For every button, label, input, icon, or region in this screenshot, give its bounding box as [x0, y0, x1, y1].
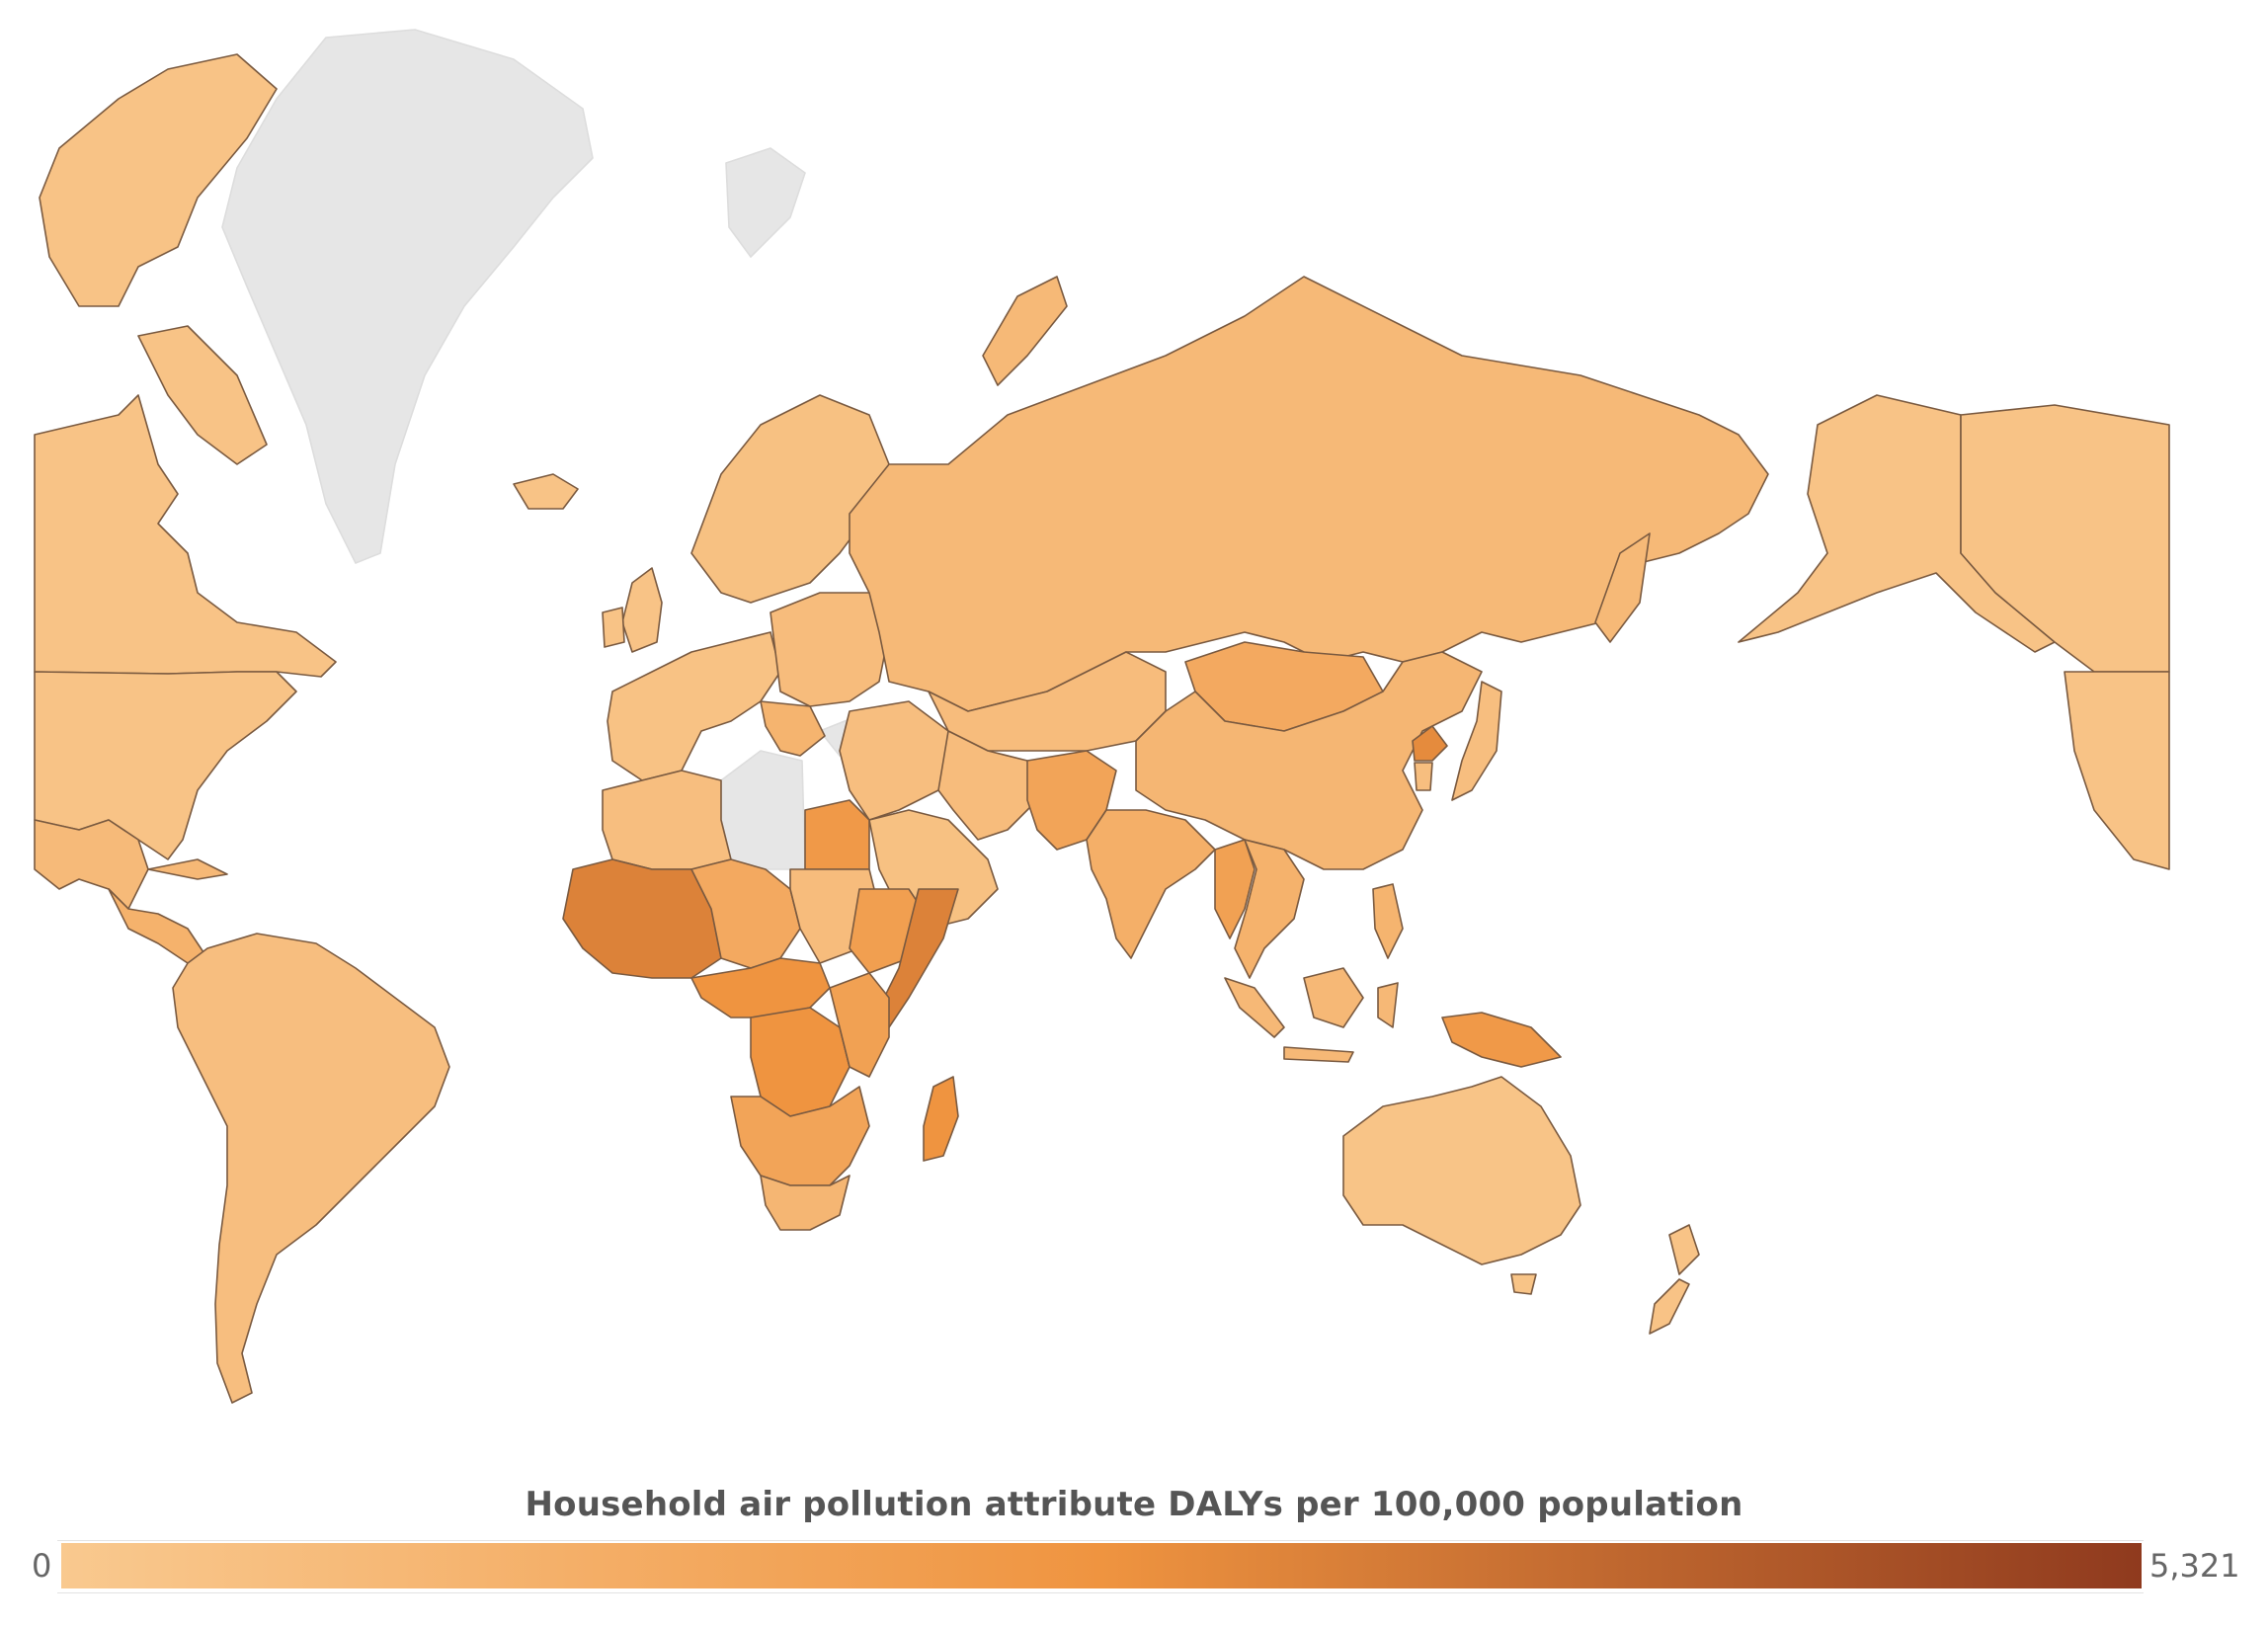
region-papua-new-guinea — [1441, 1012, 1562, 1068]
region-madagascar — [923, 1076, 959, 1162]
legend-min-label: 0 — [32, 1547, 52, 1585]
region-philippines — [1372, 883, 1404, 959]
region-canada — [34, 394, 337, 678]
region-balkans — [760, 700, 826, 757]
region-new-zealand-north — [1668, 1224, 1700, 1275]
legend-max-label: 5,321 — [2149, 1547, 2240, 1585]
region-java — [1283, 1046, 1354, 1063]
region-south-africa — [760, 1175, 850, 1231]
region-canadian-arctic-islands — [39, 53, 278, 307]
region-iran — [937, 730, 1038, 841]
region-eastern-europe — [770, 592, 890, 707]
region-ireland — [602, 607, 625, 648]
region-united-states-wrap — [2064, 671, 2170, 870]
region-canada-east-wrap — [1960, 404, 2170, 673]
legend-title: Household air pollution attribute DALYs … — [525, 1485, 1743, 1524]
region-kamchatka — [1594, 532, 1651, 643]
region-east-africa — [829, 972, 890, 1078]
region-iceland — [513, 473, 579, 510]
region-somalia — [878, 888, 959, 1028]
region-north-korea — [1412, 725, 1448, 762]
region-south-america — [172, 933, 450, 1404]
region-southeast-asia — [1234, 839, 1305, 979]
region-central-asia — [928, 651, 1167, 752]
region-southern-africa — [730, 1086, 870, 1186]
region-morocco-algeria — [602, 770, 732, 870]
region-united-kingdom — [621, 567, 663, 653]
region-new-zealand-south — [1649, 1278, 1690, 1335]
region-japan — [1451, 681, 1502, 801]
region-novaya-zemlya — [982, 276, 1068, 386]
region-turkey-middle-east — [839, 700, 969, 821]
region-western-europe — [607, 631, 781, 781]
region-sulawesi — [1377, 982, 1399, 1028]
region-south-korea — [1414, 762, 1433, 791]
region-egypt — [804, 799, 870, 870]
legend-frame — [57, 1540, 2144, 1593]
region-india — [1086, 809, 1216, 959]
region-greenland — [221, 29, 594, 564]
region-sahel-west-africa — [562, 858, 722, 979]
color-scale-bar — [61, 1543, 2142, 1588]
region-tasmania — [1510, 1273, 1537, 1295]
region-australia — [1342, 1076, 1581, 1265]
region-central-africa — [690, 957, 831, 1018]
region-cuba — [147, 858, 228, 880]
region-russia — [849, 276, 1769, 712]
region-china — [1135, 651, 1483, 870]
world-choropleth-map — [34, 29, 2170, 1404]
region-svalbard — [725, 147, 806, 258]
region-chad-niger — [690, 858, 801, 969]
region-sumatra — [1224, 977, 1285, 1038]
region-libya-no-data — [720, 750, 806, 870]
region-baffin-island — [137, 325, 268, 465]
region-borneo — [1303, 967, 1364, 1028]
